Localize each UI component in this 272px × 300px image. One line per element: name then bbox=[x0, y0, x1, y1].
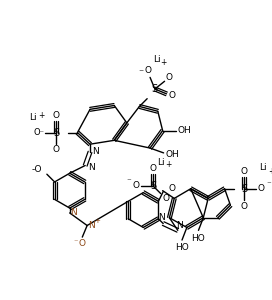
Text: Li: Li bbox=[157, 158, 165, 167]
Text: ⁻: ⁻ bbox=[139, 68, 144, 79]
Text: N: N bbox=[70, 208, 77, 217]
Text: O: O bbox=[168, 184, 175, 193]
Text: +: + bbox=[38, 111, 45, 120]
Text: +: + bbox=[268, 167, 272, 176]
Text: O: O bbox=[79, 239, 86, 248]
Text: -O: -O bbox=[32, 165, 42, 174]
Text: Li: Li bbox=[153, 56, 161, 64]
Text: O: O bbox=[53, 146, 60, 154]
Text: N: N bbox=[176, 221, 183, 230]
Text: OH: OH bbox=[177, 126, 191, 135]
Text: O⁻: O⁻ bbox=[33, 128, 44, 137]
Text: +: + bbox=[160, 58, 167, 68]
Text: OH: OH bbox=[165, 150, 179, 159]
Text: O: O bbox=[145, 66, 152, 75]
Text: +: + bbox=[94, 218, 100, 224]
Text: S: S bbox=[152, 84, 158, 94]
Text: O: O bbox=[169, 91, 176, 100]
Text: HO: HO bbox=[191, 234, 205, 243]
Text: O: O bbox=[166, 73, 173, 82]
Text: HO: HO bbox=[175, 243, 189, 252]
Text: O: O bbox=[240, 202, 248, 211]
Text: N: N bbox=[92, 147, 99, 156]
Text: O: O bbox=[53, 111, 60, 120]
Text: O: O bbox=[132, 181, 139, 190]
Text: S: S bbox=[150, 181, 156, 191]
Text: +: + bbox=[165, 160, 172, 169]
Text: O: O bbox=[150, 164, 156, 173]
Text: ⁻: ⁻ bbox=[73, 238, 78, 247]
Text: Li: Li bbox=[259, 163, 267, 172]
Text: S: S bbox=[53, 128, 59, 138]
Text: ⁻: ⁻ bbox=[126, 177, 131, 186]
Text: O: O bbox=[162, 194, 169, 203]
Text: O: O bbox=[258, 184, 265, 193]
Text: ⁻: ⁻ bbox=[267, 180, 271, 189]
Text: O: O bbox=[240, 167, 248, 176]
Text: S: S bbox=[241, 184, 247, 194]
Text: N: N bbox=[158, 213, 165, 222]
Text: Li: Li bbox=[29, 112, 37, 122]
Text: N: N bbox=[88, 163, 94, 172]
Text: N: N bbox=[88, 221, 94, 230]
